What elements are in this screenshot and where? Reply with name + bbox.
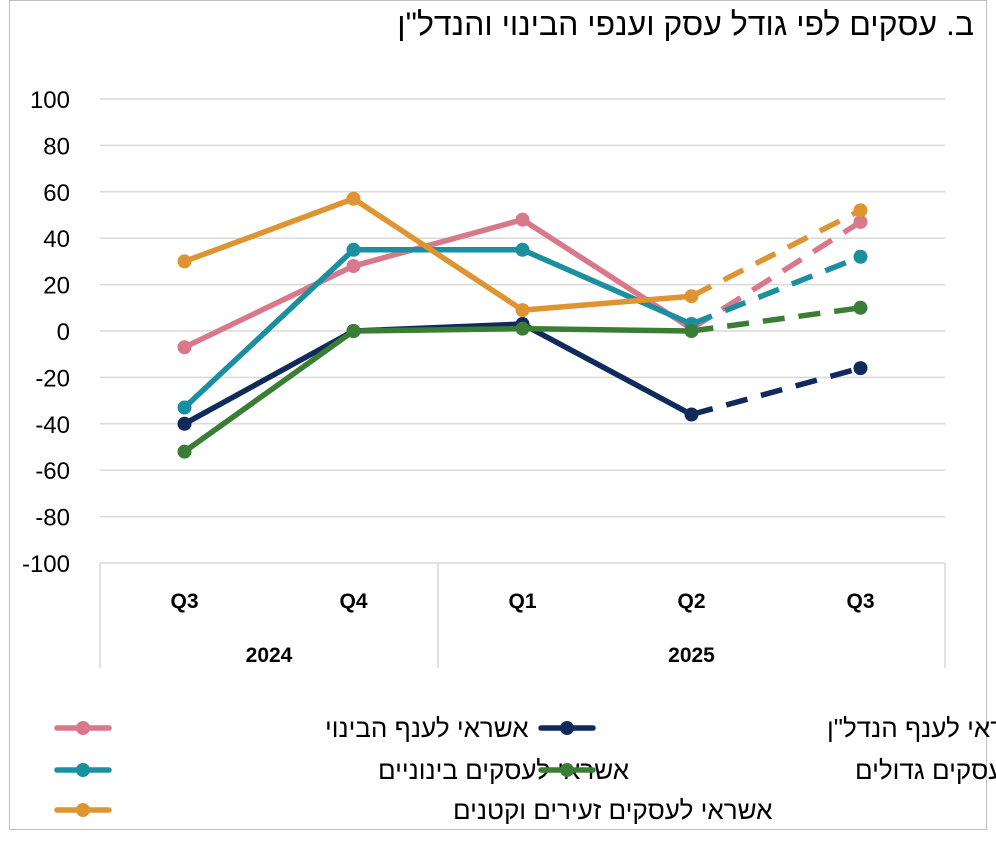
data-point: [853, 361, 868, 376]
y-tick-label: -20: [35, 365, 70, 392]
legend-label: אשראי לענף הבינוי: [325, 713, 529, 743]
y-tick-label: 40: [43, 226, 70, 253]
data-point: [853, 300, 868, 315]
series-line-dashed: [691, 305, 861, 334]
y-tick-label: 100: [30, 87, 70, 114]
y-tick-label: -60: [35, 458, 70, 485]
y-tick-label: 20: [43, 273, 70, 300]
series-line-dashed: [690, 365, 862, 418]
chart-title: ב. עסקים לפי גודל עסק וענפי הבינוי והנדל…: [397, 6, 974, 42]
series-line-solid: [181, 247, 695, 411]
series-line-solid: [181, 196, 695, 313]
legend-marker-dot: [76, 721, 90, 735]
chart-frame: [9, 0, 987, 830]
x-tick-label: Q3: [846, 590, 874, 613]
data-point: [684, 324, 699, 338]
series-line-solid: [181, 325, 695, 455]
x-year-label: 2024: [246, 644, 293, 667]
data-point: [515, 242, 530, 257]
data-point: [177, 400, 192, 415]
y-tick-label: -40: [35, 412, 70, 439]
data-point: [515, 212, 530, 227]
data-point: [177, 416, 192, 431]
y-tick-label: -100: [22, 551, 70, 578]
legend-marker-dot: [76, 803, 90, 817]
data-point: [853, 203, 868, 218]
y-tick-label: 0: [57, 319, 70, 346]
x-tick-label: Q1: [508, 590, 536, 613]
y-tick-label: 60: [43, 180, 70, 207]
series-line-dashed: [690, 207, 862, 299]
legend-label: אשראי לעסקים גדולים: [855, 755, 996, 785]
data-point: [177, 254, 192, 269]
y-tick-label: -80: [35, 505, 70, 532]
y-tick-label: 80: [43, 133, 70, 160]
x-year-label: 2025: [668, 644, 715, 667]
data-point: [515, 303, 530, 318]
series-line-dashed: [690, 254, 862, 327]
data-point: [346, 242, 361, 257]
legend-marker-dot: [560, 721, 574, 735]
data-point: [346, 259, 361, 274]
data-point: [177, 444, 192, 459]
data-point: [684, 289, 699, 304]
legend-label: אשראי לענף הנדל"ן: [827, 713, 996, 743]
legend-marker-dot: [76, 763, 90, 777]
data-point: [346, 191, 361, 206]
legend-marker-dot: [560, 763, 574, 777]
x-tick-label: Q4: [339, 590, 367, 613]
data-point: [177, 340, 192, 355]
x-tick-label: Q2: [677, 590, 705, 613]
data-point: [853, 249, 868, 264]
data-point: [346, 324, 361, 338]
legend-label: אשראי לעסקים זעירים וקטנים: [453, 795, 772, 825]
x-tick-label: Q3: [170, 590, 198, 613]
series-line-solid: [181, 216, 695, 350]
data-point: [684, 407, 699, 422]
data-point: [515, 321, 530, 336]
data-point: [853, 214, 868, 229]
